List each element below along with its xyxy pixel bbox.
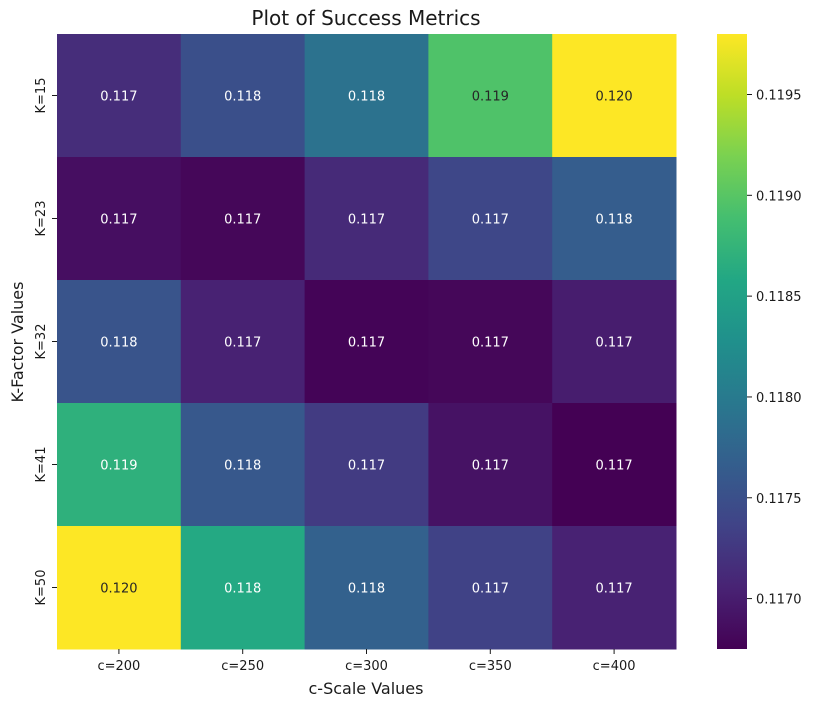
cell-value-label: 0.117	[100, 90, 137, 105]
colorbar-tick-label: 0.1185	[756, 290, 802, 305]
y-tick-label: K=23	[34, 201, 49, 237]
heatmap-cell	[57, 280, 182, 404]
heatmap-cell	[552, 403, 677, 527]
heatmap-cell	[180, 526, 306, 650]
y-tick-label: K=15	[34, 78, 49, 114]
heatmap-cell	[304, 526, 429, 650]
x-tick-label: c=250	[221, 659, 264, 674]
heatmap-cell	[180, 280, 306, 404]
heatmap-cell	[304, 34, 429, 158]
cell-value-label: 0.117	[348, 213, 385, 228]
cell-value-label: 0.118	[100, 336, 137, 351]
colorbar	[717, 34, 747, 649]
chart-title: Plot of Success Metrics	[251, 6, 480, 30]
y-tick-label: K=32	[34, 324, 49, 360]
cell-value-label: 0.117	[348, 336, 385, 351]
heatmap-cell	[57, 526, 182, 650]
x-axis-label: c-Scale Values	[309, 679, 424, 698]
cell-value-label: 0.120	[100, 582, 137, 597]
heatmap-cell	[304, 280, 429, 404]
cell-value-label: 0.118	[224, 582, 261, 597]
cell-value-label: 0.117	[595, 582, 632, 597]
cell-value-label: 0.120	[595, 90, 632, 105]
heatmap-cell	[428, 157, 553, 281]
cell-value-label: 0.117	[100, 213, 137, 228]
cell-value-label: 0.118	[348, 582, 385, 597]
cell-value-label: 0.117	[472, 459, 509, 474]
cell-value-label: 0.118	[348, 90, 385, 105]
cell-value-label: 0.118	[224, 90, 261, 105]
heatmap-cell	[304, 157, 429, 281]
heatmap-cell	[304, 403, 429, 527]
cell-value-label: 0.117	[595, 336, 632, 351]
colorbar-tick-label: 0.1190	[756, 189, 802, 204]
cell-value-label: 0.117	[224, 336, 261, 351]
cell-value-label: 0.117	[472, 336, 509, 351]
heatmap-cell	[180, 34, 306, 158]
heatmap-cell	[428, 34, 553, 158]
heatmap-cell	[180, 157, 306, 281]
heatmap-cell	[552, 280, 677, 404]
heatmap-cell	[428, 403, 553, 527]
heatmap-cell	[552, 526, 677, 650]
y-tick-label: K=41	[34, 447, 49, 483]
heatmap-cell	[552, 34, 677, 158]
x-tick-label: c=400	[593, 659, 636, 674]
y-axis-ticks: K=15 K=23 K=32 K=41 K=50	[34, 78, 57, 606]
heatmap-cell	[180, 403, 306, 527]
cell-value-label: 0.118	[595, 213, 632, 228]
heatmap-cell	[57, 403, 182, 527]
colorbar-tick-label: 0.1180	[756, 391, 802, 406]
heatmap-cell	[57, 157, 182, 281]
cell-value-label: 0.119	[472, 90, 509, 105]
x-tick-label: c=200	[97, 659, 140, 674]
colorbar-tick-label: 0.1195	[756, 88, 802, 103]
cell-value-label: 0.117	[348, 459, 385, 474]
cell-value-label: 0.117	[224, 213, 261, 228]
cell-value-label: 0.117	[595, 459, 632, 474]
heatmap-cell	[552, 157, 677, 281]
heatmap-cell	[57, 34, 182, 158]
cell-value-label: 0.118	[224, 459, 261, 474]
x-tick-label: c=300	[345, 659, 388, 674]
y-tick-label: K=50	[34, 570, 49, 606]
cell-value-label: 0.119	[100, 459, 137, 474]
cell-value-label: 0.117	[472, 582, 509, 597]
x-tick-label: c=350	[469, 659, 512, 674]
cell-value-label: 0.117	[472, 213, 509, 228]
colorbar-ticks: 0.1170 0.1175 0.1180 0.1185 0.1190 0.1195	[747, 88, 802, 608]
heatmap-cells: 0.117 0.118 0.118 0.119 0.120 0.117 0.117 0.117…	[57, 34, 677, 650]
colorbar-tick-label: 0.1175	[756, 492, 802, 507]
heatmap-cell	[428, 526, 553, 650]
y-axis-label: K-Factor Values	[8, 282, 27, 403]
heatmap-cell	[428, 280, 553, 404]
x-axis-ticks: c=200 c=250 c=300 c=350 c=400	[97, 649, 636, 674]
colorbar-tick-label: 0.1170	[756, 593, 802, 608]
